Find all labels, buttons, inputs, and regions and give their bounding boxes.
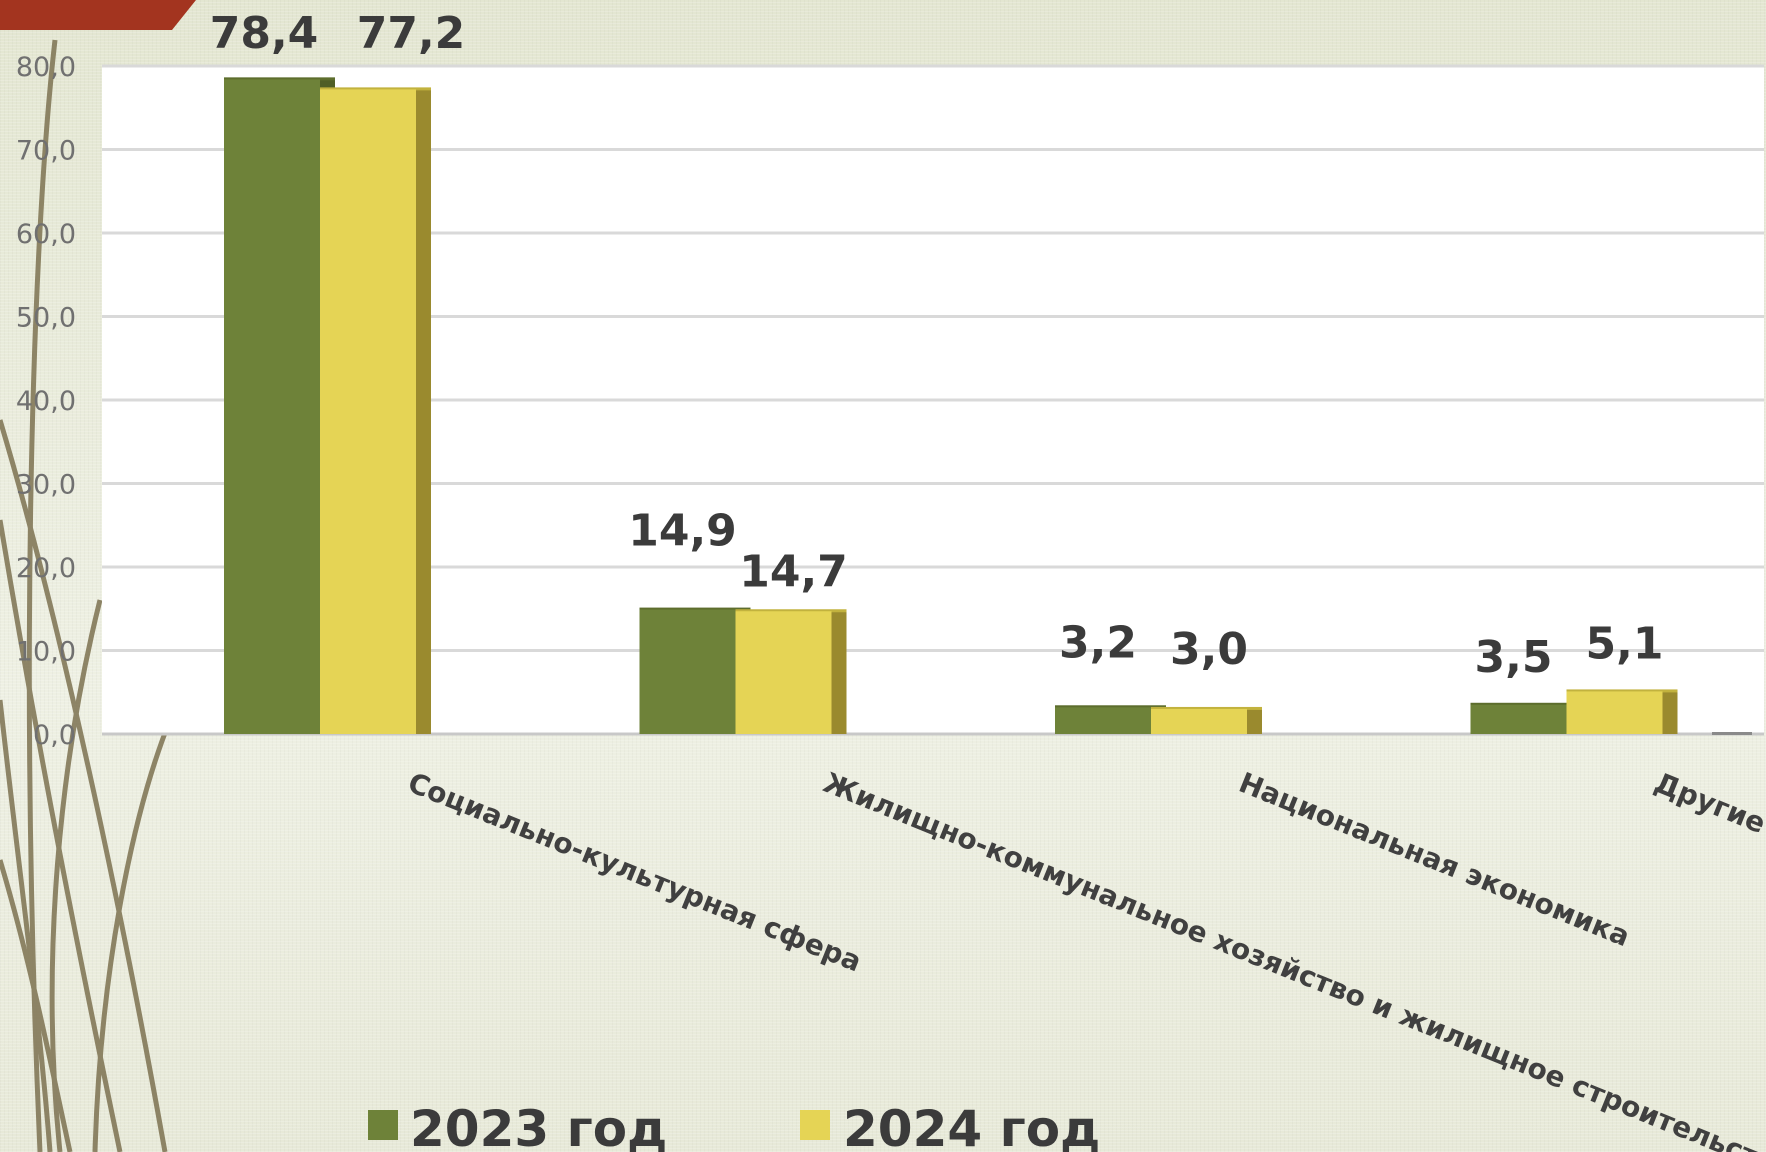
- y-tick-label: 20,0: [16, 553, 76, 584]
- data-label: 3,0: [1170, 624, 1248, 675]
- bar: [1470, 704, 1567, 734]
- y-tick-label: 70,0: [16, 136, 76, 167]
- data-label: 3,2: [1059, 617, 1137, 668]
- y-tick-label: 0,0: [33, 720, 76, 751]
- y-tick-label: 10,0: [16, 637, 76, 668]
- data-labels: 78,4 77,2 14,914,7 3,2 3,0 3,5 5,1: [210, 8, 1664, 683]
- bar: [320, 89, 416, 734]
- category-label: Национальная экономика: [1234, 766, 1634, 953]
- y-tick-label: 60,0: [16, 219, 76, 250]
- y-tick-label: 40,0: [16, 386, 76, 417]
- data-label: 77,2: [357, 8, 466, 59]
- category-label: Жилищно-коммунальное хозяйство и жилищно…: [819, 766, 1766, 1152]
- y-axis-ticks: 0,0 10,0 20,0 30,0 40,0 50,0 60,0 70,0 80,0: [16, 52, 76, 751]
- bar: [1151, 708, 1247, 734]
- bars: [224, 77, 1752, 735]
- bar-side: [1245, 708, 1262, 734]
- legend-swatch-2024: [800, 1110, 830, 1140]
- bar-top: [1566, 689, 1678, 693]
- bar-side: [1660, 691, 1678, 734]
- bar-top: [320, 87, 431, 91]
- y-tick-label: 50,0: [16, 303, 76, 334]
- bar: [735, 611, 832, 734]
- bar: [224, 79, 320, 735]
- data-label: 3,5: [1475, 632, 1553, 683]
- data-label: 78,4: [210, 8, 319, 59]
- bar-top: [1470, 702, 1582, 706]
- bar-top: [1055, 705, 1166, 709]
- bar-side: [414, 89, 431, 734]
- bar-top: [735, 609, 847, 613]
- legend-label-2024: 2024 год: [843, 1100, 1100, 1152]
- data-label: 5,1: [1586, 618, 1664, 669]
- bar-top: [224, 77, 335, 81]
- bar: [1566, 691, 1663, 734]
- y-tick-label: 80,0: [16, 52, 76, 83]
- legend: 2023 год 2024 год: [368, 1100, 1100, 1152]
- decorative-grass: [0, 39, 173, 1152]
- bar: [1055, 707, 1151, 734]
- axis-end-mark: [1712, 732, 1752, 735]
- legend-label-2023: 2023 год: [410, 1100, 667, 1152]
- bar-side: [829, 611, 847, 734]
- legend-swatch-2023: [368, 1110, 398, 1140]
- category-labels: Социально-культурная сфераЖилищно-коммун…: [403, 766, 1766, 1152]
- category-label: Другие отрасли: [1650, 766, 1766, 893]
- bar: [639, 609, 736, 734]
- category-label: Социально-культурная сфера: [403, 766, 866, 979]
- data-label: 14,7: [739, 546, 848, 597]
- y-tick-label: 30,0: [16, 470, 76, 501]
- bar-top: [639, 607, 751, 611]
- data-label: 14,9: [628, 506, 737, 557]
- bar-top: [1151, 706, 1262, 710]
- decorative-corner: [0, 0, 196, 30]
